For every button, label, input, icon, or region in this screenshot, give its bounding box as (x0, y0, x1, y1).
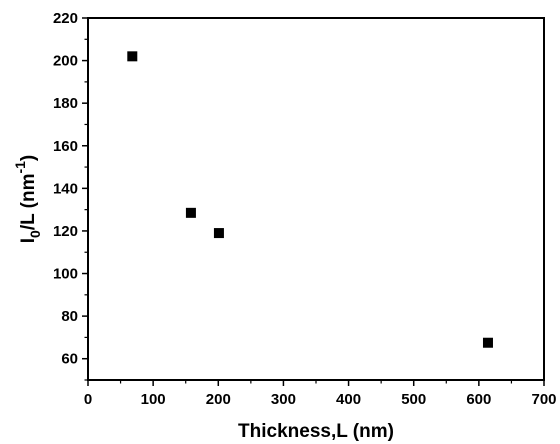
data-points (127, 51, 493, 348)
data-point (213, 228, 224, 239)
y-tick-label: 200 (53, 53, 78, 70)
y-tick-label: 180 (53, 95, 78, 112)
x-tick-label: 400 (336, 391, 361, 408)
y-axis-label-superscript: -1 (12, 161, 28, 174)
y-axis-label-close: ) (18, 155, 39, 161)
y-tick-label: 120 (53, 223, 78, 240)
data-point (482, 337, 493, 348)
x-tick-label: 600 (466, 391, 491, 408)
y-axis-label-main: I (18, 238, 39, 243)
plot-frame (87, 17, 545, 381)
y-axis-ticks: 60 80 100 120 140 160 180 200 220 (53, 10, 88, 381)
y-axis-label-subscript: 0 (27, 230, 43, 238)
x-tick-label: 0 (84, 391, 92, 408)
y-tick-label: 220 (53, 10, 78, 27)
x-tick-label: 100 (141, 391, 166, 408)
x-tick-label: 500 (401, 391, 426, 408)
y-axis-label-rest: /L (nm (18, 174, 39, 231)
x-tick-label: 300 (271, 391, 296, 408)
y-tick-label: 100 (53, 266, 78, 283)
y-tick-label: 60 (61, 351, 78, 368)
y-axis-label: I0/L (nm-1) (12, 155, 43, 244)
data-point (185, 207, 196, 218)
y-tick-label: 80 (61, 308, 78, 325)
data-point (127, 51, 138, 62)
x-axis-ticks: 0 100 200 300 400 500 600 700 (84, 380, 557, 408)
x-tick-label: 200 (206, 391, 231, 408)
x-axis-label: Thickness,L (nm) (238, 421, 394, 442)
y-tick-label: 140 (53, 180, 78, 197)
x-tick-label: 700 (531, 391, 556, 408)
y-tick-label: 160 (53, 138, 78, 155)
